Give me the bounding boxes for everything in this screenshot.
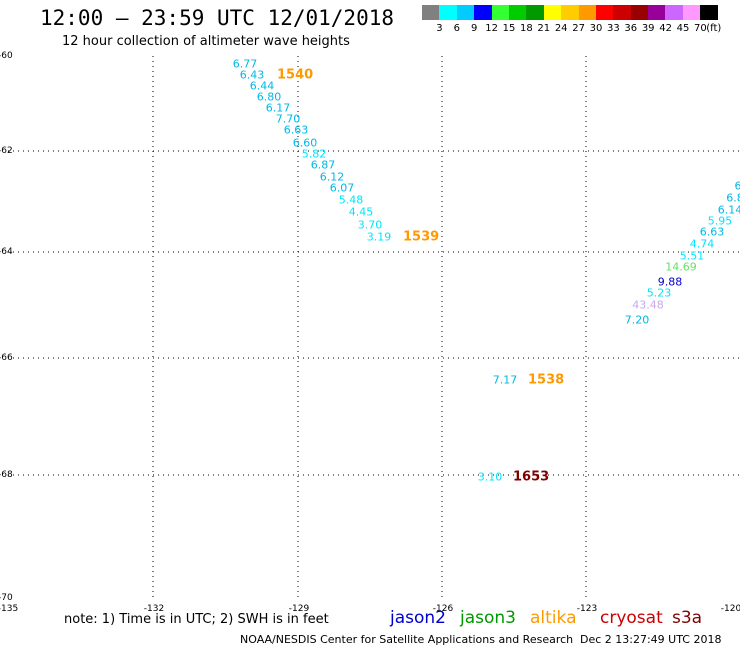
pass-id-label: 1540 <box>277 67 314 83</box>
scale-swatch <box>508 5 527 20</box>
wave-height-label: 5.48 <box>338 193 364 207</box>
map-plot-area <box>8 56 740 599</box>
lat-label: -64 <box>0 247 13 257</box>
scale-swatch <box>474 5 492 20</box>
lon-label: -135 <box>0 604 19 614</box>
pass-id-label: 1539 <box>403 229 440 245</box>
pass-id-label: 1538 <box>528 372 565 388</box>
scale-swatch <box>526 5 544 20</box>
lon-label: -126 <box>432 604 454 614</box>
mission-legend-altika: altika <box>530 608 577 628</box>
wave-height-label: 43.48 <box>632 298 664 312</box>
lat-label: -60 <box>0 51 13 61</box>
scale-label: 42 <box>659 23 672 34</box>
wave-height-label: 6.80 <box>256 90 282 104</box>
wave-height-label: 3.10 <box>477 470 503 484</box>
scale-swatch <box>613 5 631 20</box>
mission-legend-jason3: jason3 <box>460 608 516 628</box>
wave-height-label: 6.63 <box>699 225 725 239</box>
lat-label: -68 <box>0 470 13 480</box>
scale-label: (ft) <box>706 23 722 34</box>
scale-label: 33 <box>607 23 620 34</box>
lon-label: -129 <box>288 604 310 614</box>
wave-height-label: 7.20 <box>624 313 650 327</box>
map-subtitle: 12 hour collection of altimeter wave hei… <box>62 34 350 49</box>
mission-legend-jason2: jason2 <box>390 608 446 628</box>
scale-swatch <box>682 5 701 20</box>
wave-height-label: 6 <box>734 179 740 193</box>
scale-swatch <box>422 5 440 20</box>
scale-label: 39 <box>641 23 655 34</box>
scale-swatch <box>439 5 457 20</box>
scale-label: 45 <box>676 23 690 34</box>
mission-legend-cryosat: cryosat <box>600 608 663 628</box>
scale-label: 27 <box>572 23 585 34</box>
wave-height-label: 7.70 <box>275 112 301 126</box>
lat-label: -62 <box>0 146 13 156</box>
mission-legend-s3a: s3a <box>672 608 703 628</box>
scale-swatch <box>491 5 509 20</box>
wave-height-label: 4.45 <box>348 205 374 219</box>
scale-label: 30 <box>589 23 603 34</box>
scale-swatch <box>648 5 666 20</box>
scale-label: 24 <box>554 23 568 34</box>
wave-height-label: 6.43 <box>239 68 265 82</box>
lat-label: -70 <box>0 593 13 603</box>
wave-height-label: 5.51 <box>679 249 705 263</box>
credit-text: NOAA/NESDIS Center for Satellite Applica… <box>240 633 574 646</box>
scale-label: 6 <box>453 23 460 34</box>
wave-height-label: 6.63 <box>283 123 309 137</box>
wave-height-label: 14.69 <box>665 260 697 274</box>
map-title: 12:00 – 23:59 UTC 12/01/2018 <box>40 6 395 30</box>
scale-swatch <box>665 5 683 20</box>
lon-label: -120 <box>720 604 740 614</box>
scale-label: 18 <box>520 23 533 34</box>
scale-swatch <box>543 5 562 20</box>
lon-label: -132 <box>143 604 165 614</box>
wave-height-label: 3.70 <box>357 218 383 232</box>
pass-id-label: 1653 <box>513 469 550 485</box>
scale-swatch <box>630 5 649 20</box>
scale-label: 3 <box>436 23 443 34</box>
scale-label: 9 <box>471 23 478 34</box>
scale-swatch <box>700 5 718 20</box>
wave-height-label: 6.60 <box>292 136 318 150</box>
wave-height-label: 3.19 <box>366 230 392 244</box>
scale-label: 36 <box>624 23 638 34</box>
wave-height-label: 7.17 <box>492 373 518 387</box>
lon-label: -123 <box>576 604 598 614</box>
wave-height-label: 5.95 <box>707 214 733 228</box>
wave-height-label: 6.07 <box>329 181 355 195</box>
scale-swatch <box>595 5 614 20</box>
wave-height-label: 6.44 <box>249 79 275 93</box>
scale-swatch <box>578 5 596 20</box>
lat-label: -66 <box>0 353 13 363</box>
wave-height-label: 6.8 <box>726 191 740 205</box>
wave-height-label: 4.74 <box>689 237 715 251</box>
wave-height-label: 6.17 <box>265 101 291 115</box>
scale-label: 70 <box>694 23 707 34</box>
note-text: note: 1) Time is in UTC; 2) SWH is in fe… <box>64 612 329 627</box>
wave-height-label: 5.23 <box>646 286 672 300</box>
scale-label: 21 <box>537 23 551 34</box>
scale-label: 15 <box>502 23 516 34</box>
scale-label: 12 <box>485 23 498 34</box>
timestamp-text: Dec 2 13:27:49 UTC 2018 <box>580 633 722 646</box>
wave-height-label: 5.82 <box>301 147 327 161</box>
wave-height-label: 9.88 <box>657 275 683 289</box>
wave-height-label: 6.12 <box>319 170 345 184</box>
scale-swatch <box>456 5 475 20</box>
wave-height-label: 6.87 <box>310 158 336 172</box>
wave-height-label: 6.14 <box>717 203 740 217</box>
wave-height-label: 6.77 <box>232 57 258 71</box>
color-scale: 3 6 9 12 15 18 21 24 27 30 33 36 39 42 45 70 (ft) <box>422 5 721 34</box>
scale-swatch <box>561 5 579 20</box>
